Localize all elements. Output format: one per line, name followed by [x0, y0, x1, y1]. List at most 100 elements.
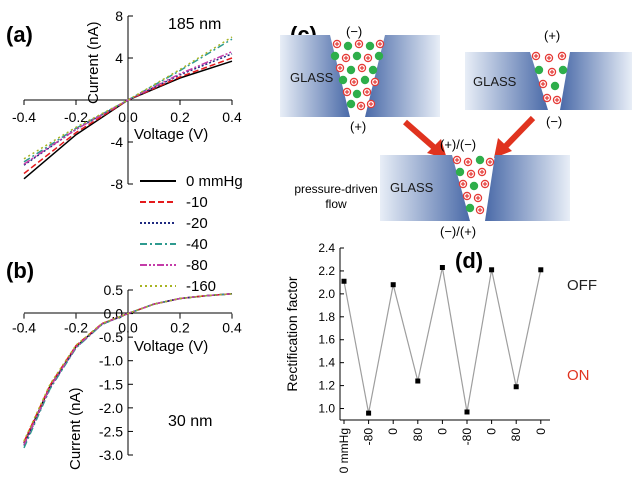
ions-left [330, 39, 385, 111]
legend-label: -160 [186, 278, 216, 295]
panel-d-y-tick-label: 2.0 [318, 287, 335, 301]
pore-bottom: GLASS (+)/(−) (−)/(+) pressure-driven fl… [294, 137, 570, 239]
panel-d-x-ticks: 0 mmHg -80 0 80 0 -80 0 80 0 [337, 420, 548, 473]
anion-icon [475, 155, 485, 165]
panel-d-y-ticks: 1.0 1.2 1.4 1.6 1.8 2.0 2.2 2.4 [318, 241, 344, 416]
panel-d-x-tick-label: -80 [460, 428, 474, 446]
panel-b-y-tick-label: -2.0 [99, 400, 123, 416]
panel-d-data-point [415, 378, 421, 384]
panel-a: (a) 185 nm -0.4 -0.2 0.0 0.2 0.4 -8 -4 4 8 Volt… [6, 8, 242, 192]
panel-d-y-tick-label: 1.4 [318, 356, 335, 370]
panel-d-x-tick-label: 0 mmHg [337, 428, 351, 473]
panel-b-y-tick-label: -1.5 [99, 376, 123, 392]
panel-a-x-tick-label: -0.2 [64, 109, 88, 125]
panel-b-y-tick-label: -2.5 [99, 423, 123, 439]
glass-wall-right-b [560, 52, 632, 110]
panel-d-data-point [341, 278, 347, 284]
panel-b-series-line [23, 293, 233, 446]
anion-icon [346, 65, 356, 75]
anion-icon [352, 89, 362, 99]
panel-d-data-point [538, 267, 544, 273]
anion-icon [455, 167, 465, 177]
panel-a-x-ticks: -0.4 -0.2 0.0 0.2 0.4 [12, 100, 242, 125]
glass-wall-right-a [365, 35, 440, 117]
ions-right [531, 51, 568, 105]
anion-icon [346, 99, 356, 109]
anion-icon [534, 65, 544, 75]
panel-a-x-tick-label: 0.0 [118, 109, 138, 125]
ions-bottom [452, 155, 495, 215]
arrow-right [494, 115, 536, 158]
panel-d-series [341, 264, 544, 416]
panel-d-data-point [390, 282, 396, 288]
panel-b-y-tick-label: -0.5 [99, 329, 123, 345]
glass-label-left: GLASS [290, 70, 334, 85]
panel-b-x-tick-label: 0.4 [222, 320, 242, 336]
legend: 0 mmHg -10 -20 -40 -80 -160 [140, 173, 243, 295]
anion-icon [352, 51, 362, 61]
pore-right-bottom-sign: (−) [546, 114, 562, 129]
panel-d-label: (d) [455, 248, 483, 273]
anion-icon [368, 65, 378, 75]
panel-a-y-label: Current (nA) [85, 21, 102, 104]
panel-d-x-tick-label: 0 [435, 428, 449, 435]
anion-icon [465, 203, 475, 213]
panel-b-x-label: Voltage (V) [134, 338, 208, 355]
panel-d-data-point [464, 409, 470, 415]
legend-label: -10 [186, 194, 208, 211]
panel-b-x-tick-label: 0.0 [118, 320, 138, 336]
panel-d-y-tick-label: 1.6 [318, 333, 335, 347]
panel-a-x-label: Voltage (V) [134, 126, 208, 143]
panel-b-series [23, 293, 233, 449]
panel-b-y-tick-label: -1.0 [99, 353, 123, 369]
panel-a-annotation: 185 nm [168, 16, 221, 33]
panel-d-x-tick-label: 80 [411, 428, 425, 442]
anion-icon [469, 181, 479, 191]
on-label: ON [567, 367, 590, 384]
anion-icon [338, 75, 348, 85]
anion-icon [550, 81, 560, 91]
panel-d-y-tick-label: 2.4 [318, 241, 335, 255]
glass-wall-left-b [465, 52, 548, 110]
flow-label-line1: pressure-driven [294, 182, 377, 196]
legend-label: -20 [186, 215, 208, 232]
glass-label-right: GLASS [473, 74, 517, 89]
panel-b-y-label: Current (nA) [67, 387, 84, 470]
panel-d-data-point [489, 267, 495, 273]
legend-label: 0 mmHg [186, 173, 243, 190]
pore-bottom-bottom-sign: (−)/(+) [440, 224, 476, 239]
panel-d-y-tick-label: 1.8 [318, 310, 335, 324]
panel-c: (c) GLASS (−) (+) GLASS (+) (−) [280, 22, 632, 239]
panel-a-label: (a) [6, 22, 33, 47]
panel-d-x-tick-label: -80 [362, 428, 376, 446]
pore-right-top-sign: (+) [544, 28, 560, 43]
panel-b-y-tick-label: -3.0 [99, 447, 123, 463]
panel-b-y-tick-label: 0.5 [104, 282, 124, 298]
pore-left: GLASS (−) (+) [280, 24, 440, 134]
panel-b-annotation: 30 nm [168, 413, 212, 430]
anion-icon [330, 51, 340, 61]
panel-b-x-tick-label: -0.2 [64, 320, 88, 336]
arrow-left [403, 119, 447, 159]
panel-a-y-tick-label: -4 [111, 134, 124, 150]
panel-d-x-tick-label: 80 [509, 428, 523, 442]
panel-d-y-tick-label: 2.2 [318, 264, 335, 278]
panel-d-data-point [513, 384, 519, 390]
panel-a-series-line [23, 36, 233, 160]
panel-d-data-point [439, 264, 445, 270]
panel-a-x-tick-label: -0.4 [12, 109, 36, 125]
glass-wall-left-c [380, 155, 470, 221]
panel-d-x-tick-label: 0 [485, 428, 499, 435]
panel-b-x-tick-label: -0.4 [12, 320, 36, 336]
legend-label: -80 [186, 257, 208, 274]
panel-d-y-tick-label: 1.2 [318, 379, 335, 393]
glass-label-bottom: GLASS [390, 180, 434, 195]
pore-left-top-sign: (−) [346, 24, 362, 39]
panel-b: (b) 30 nm -0.4 -0.2 0.0 0.2 0.4 0.5 0.0-0.5 -1… [6, 258, 242, 470]
panel-a-y-tick-label: -8 [111, 176, 124, 192]
panel-d-series-line [343, 267, 542, 414]
panel-b-x-ticks: -0.4 -0.2 0.0 0.2 0.4 [12, 313, 242, 336]
panel-d-x-tick-label: 0 [386, 428, 400, 435]
